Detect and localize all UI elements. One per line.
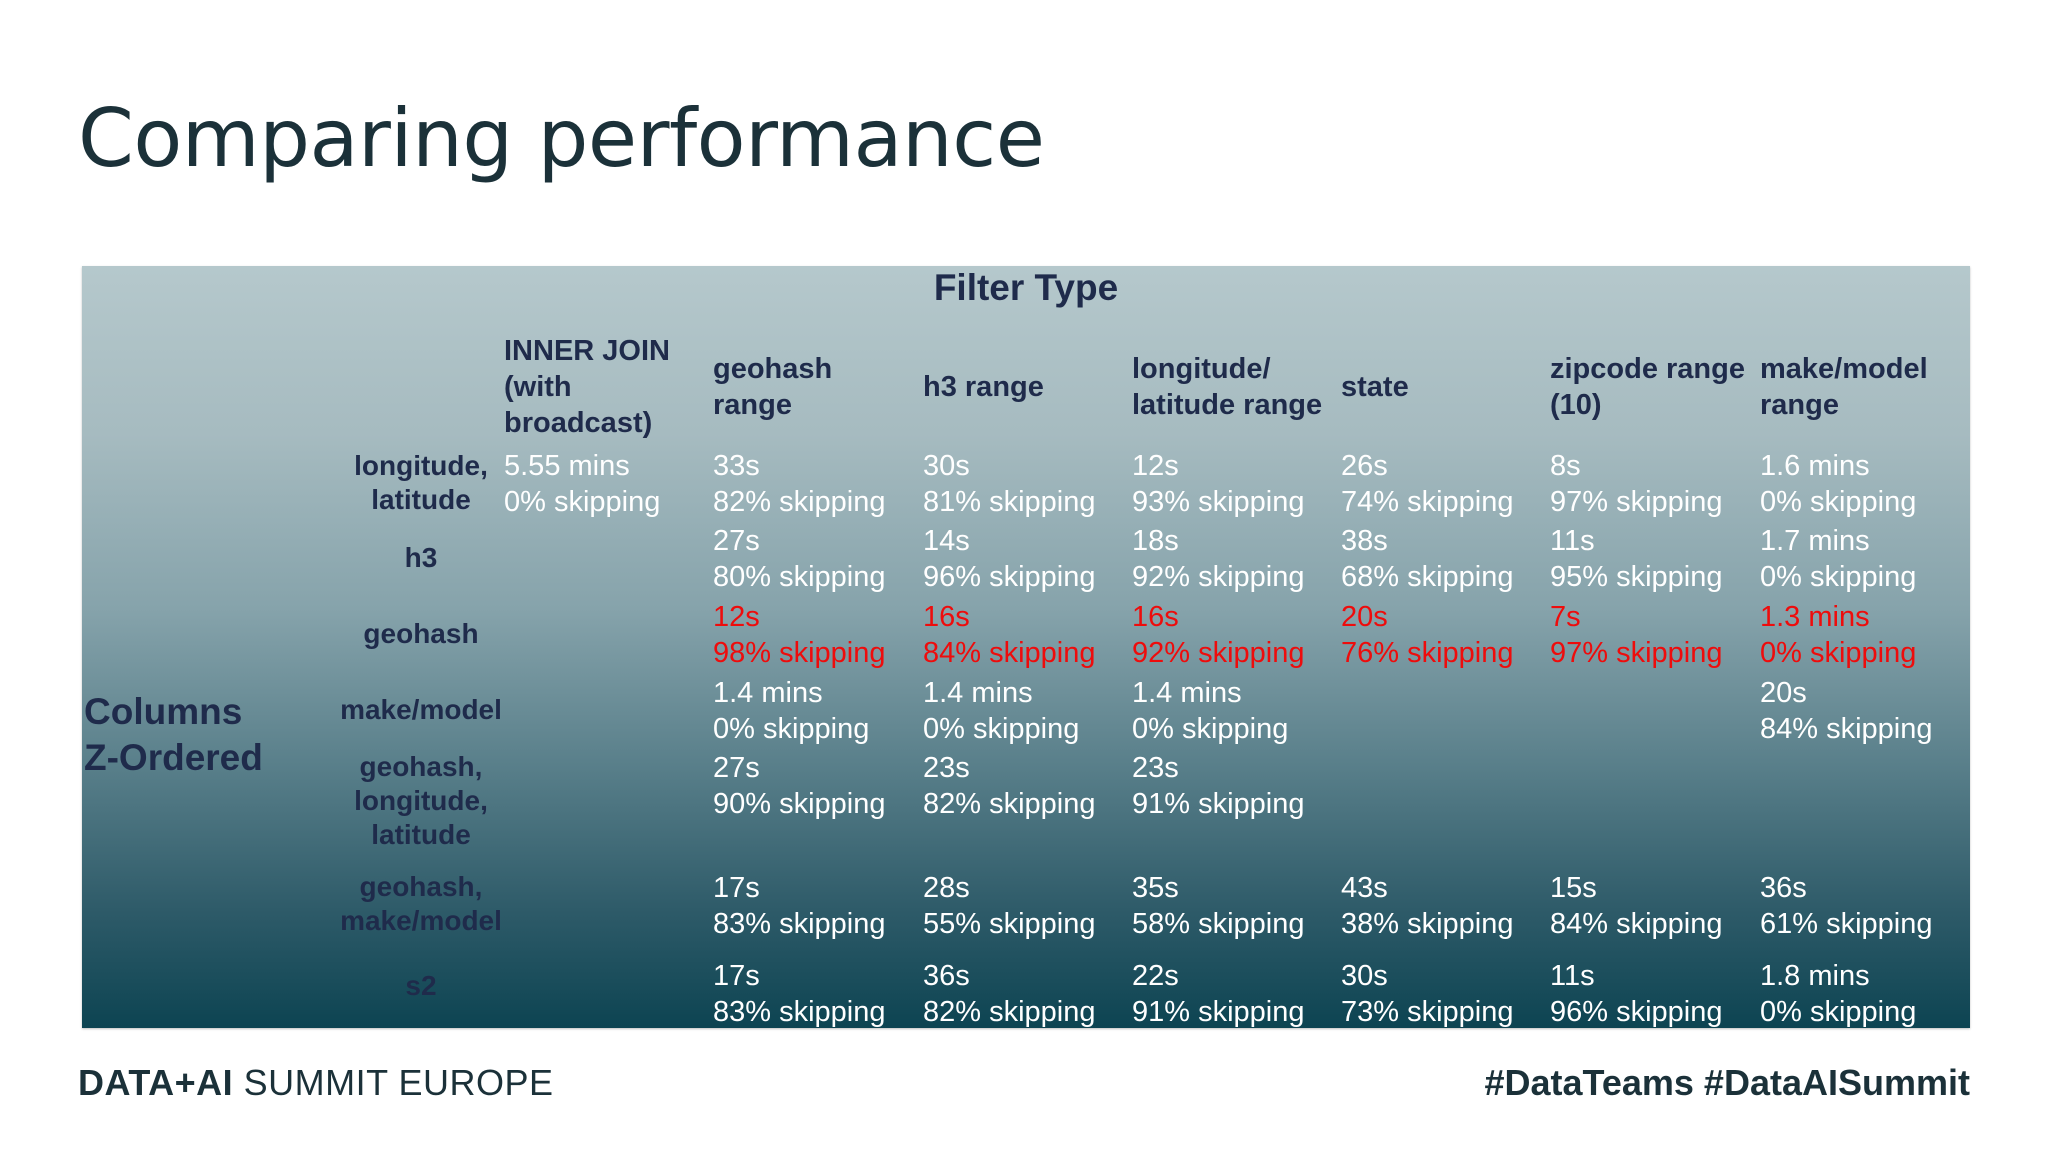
table-cell: 11s 96% skipping [1550, 960, 1723, 1028]
column-header: longitude/ latitude range [1132, 353, 1323, 421]
row-label: geohash [363, 618, 479, 649]
table-cell: 20s 84% skipping [1760, 677, 1933, 745]
table-cell: 18s 92% skipping [1132, 525, 1305, 593]
table-cell: 17s 83% skipping [713, 872, 886, 940]
table-cell: 7s 97% skipping [1550, 601, 1723, 669]
table-cell: 16s 84% skipping [923, 601, 1096, 669]
table-cell: 43s 38% skipping [1341, 872, 1514, 940]
table-cell: 15s 84% skipping [1550, 872, 1723, 940]
table-cell: 1.6 mins 0% skipping [1760, 450, 1917, 518]
table-cell: 30s 73% skipping [1341, 960, 1514, 1028]
table-cell: 22s 91% skipping [1132, 960, 1305, 1028]
table-cell: 35s 58% skipping [1132, 872, 1305, 940]
column-header: state [1341, 371, 1409, 403]
table-cell: 1.7 mins 0% skipping [1760, 525, 1917, 593]
table-cell: 12s 93% skipping [1132, 450, 1305, 518]
column-header: h3 range [923, 371, 1044, 403]
column-header: geohash range [713, 353, 833, 421]
table-cell: 23s 82% skipping [923, 752, 1096, 820]
table-cell: 27s 80% skipping [713, 525, 886, 593]
columns-z-ordered-label: Columns Z-Ordered [84, 691, 263, 778]
row-label: longitude, latitude [354, 450, 488, 515]
table-cell: 30s 81% skipping [923, 450, 1096, 518]
table-cell: 36s 61% skipping [1760, 872, 1933, 940]
table-cell: 14s 96% skipping [923, 525, 1096, 593]
row-label: geohash, longitude, latitude [354, 751, 488, 850]
slide-title: Comparing performance [78, 92, 1045, 185]
table-cell: 36s 82% skipping [923, 960, 1096, 1028]
table-cell: 8s 97% skipping [1550, 450, 1723, 518]
table-cell: 1.3 mins 0% skipping [1760, 601, 1917, 669]
table-cell: 33s 82% skipping [713, 450, 886, 518]
column-header: make/model range [1760, 353, 1928, 421]
event-logo: DATA+AI SUMMIT EUROPE [78, 1062, 554, 1104]
table-cell: 1.4 mins 0% skipping [923, 677, 1080, 745]
row-label: s2 [405, 970, 437, 1001]
table-cell: 27s 90% skipping [713, 752, 886, 820]
table-cell: 26s 74% skipping [1341, 450, 1514, 518]
brand-rest: SUMMIT EUROPE [233, 1062, 554, 1103]
table-cell: 1.4 mins 0% skipping [1132, 677, 1289, 745]
table-cell: 5.55 mins 0% skipping [504, 450, 661, 518]
column-header: INNER JOIN (with broadcast) [504, 335, 670, 439]
table-cell: 11s 95% skipping [1550, 525, 1723, 593]
row-label: geohash, make/model [340, 871, 502, 936]
performance-table: Filter Type Columns Z-Ordered INNER JOIN… [82, 266, 1970, 1028]
table-cell: 12s 98% skipping [713, 601, 886, 669]
table-cell: 23s 91% skipping [1132, 752, 1305, 820]
table-cell: 1.4 mins 0% skipping [713, 677, 870, 745]
hashtags: #DataTeams #DataAISummit [1484, 1062, 1970, 1103]
column-header: zipcode range (10) [1550, 353, 1745, 421]
table-cell: 28s 55% skipping [923, 872, 1096, 940]
table-cell: 16s 92% skipping [1132, 601, 1305, 669]
row-label: h3 [404, 542, 438, 573]
table-cell: 20s 76% skipping [1341, 601, 1514, 669]
table-cell: 38s 68% skipping [1341, 525, 1514, 593]
table-cell: 17s 83% skipping [713, 960, 886, 1028]
row-label: make/model [340, 694, 502, 725]
table-cell: 1.8 mins 0% skipping [1760, 960, 1917, 1028]
filter-type-heading: Filter Type [933, 267, 1119, 308]
brand-strong: DATA+AI [78, 1062, 234, 1103]
